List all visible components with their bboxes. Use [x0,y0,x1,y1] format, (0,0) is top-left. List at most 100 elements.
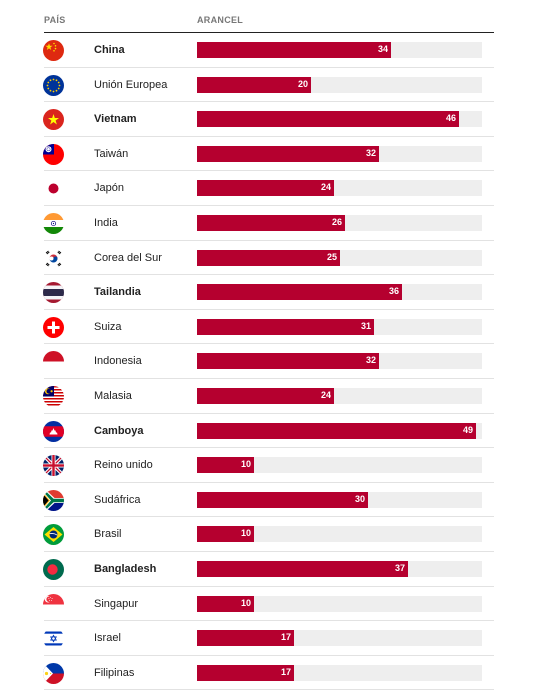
bar-value-label: 32 [365,147,376,158]
row-divider [44,550,494,552]
country-label: Indonesia [94,355,142,368]
table-row: Brasil 10 [0,517,541,552]
uk-flag-icon [43,455,64,477]
thailand-flag-icon [43,282,64,304]
chart-header: PAÍS ARANCEL [0,0,541,34]
bar-track: 17 [197,630,482,647]
bar-track: 32 [197,353,482,370]
bar-value-label: 30 [354,493,365,504]
row-divider [44,481,494,483]
row-divider [44,204,494,206]
table-row: Reino unido 10 [0,448,541,483]
tariff-bar: 17 [197,630,294,647]
table-row: Suiza 31 [0,310,541,345]
bar-track: 34 [197,42,482,58]
tariff-bar: 26 [197,214,345,231]
south-korea-flag-icon [43,247,64,269]
tariff-bar: 10 [197,595,254,612]
indonesia-flag-icon [43,351,64,373]
singapore-flag-icon [43,593,64,615]
tariff-bar: 31 [197,318,374,335]
country-label: Sudáfrica [94,493,141,506]
tariff-bar: 34 [197,42,391,58]
bar-value-label: 34 [377,44,388,54]
row-divider [44,101,494,103]
tariff-bar: 10 [197,526,254,543]
chart-rows: China 34 Unión Europea 20 Vietnam 46 Taiwán 32 J… [0,33,541,691]
bar-value-label: 10 [240,459,251,470]
row-divider [44,308,494,310]
country-label: Suiza [94,320,122,333]
country-label: China [94,44,125,56]
tariff-bar: 24 [197,387,334,404]
country-label: Filipinas [94,666,135,679]
table-row: Filipinas 17 [0,656,541,691]
country-label: Corea del Sur [94,251,162,264]
bar-value-label: 25 [326,251,337,262]
india-flag-icon [43,212,64,234]
cambodia-flag-icon [43,420,64,442]
bar-value-label: 20 [297,78,308,89]
tariff-bar: 17 [197,664,294,681]
bar-value-label: 36 [388,286,399,297]
table-row: Malasia 24 [0,379,541,414]
tariff-bar: 10 [197,457,254,474]
country-label: Bangladesh [94,562,157,575]
row-divider [44,66,494,68]
tariff-bar: 37 [197,560,408,577]
bar-track: 24 [197,180,482,197]
bar-value-label: 26 [331,216,342,227]
table-row: Camboya 49 [0,414,541,449]
row-divider [44,620,494,622]
row-divider [44,170,494,172]
row-divider [44,377,494,379]
tariff-bar: 49 [197,422,476,439]
table-row: Taiwán 32 [0,137,541,172]
brazil-flag-icon [43,524,64,546]
switzerland-flag-icon [43,316,64,338]
table-row: Israel 17 [0,621,541,656]
bar-value-label: 10 [240,528,251,539]
country-label: Israel [94,632,121,645]
country-label: Taiwán [94,147,129,160]
bar-track: 20 [197,76,482,93]
table-row: Singapur 10 [0,587,541,622]
malaysia-flag-icon [43,385,64,407]
bar-value-label: 17 [280,632,291,643]
tariff-bar: 24 [197,180,334,197]
israel-flag-icon [43,628,64,650]
country-label: Reino unido [94,459,153,472]
china-flag-icon [43,40,64,61]
tariff-bar: 32 [197,353,379,370]
table-row: Corea del Sur 25 [0,241,541,276]
row-divider [44,239,494,241]
table-row: China 34 [0,33,541,68]
row-divider [44,689,494,691]
row-divider [44,585,494,587]
bar-track: 10 [197,457,482,474]
japan-flag-icon [43,178,64,200]
bar-track: 10 [197,526,482,543]
bar-track: 36 [197,284,482,301]
row-divider [44,274,494,276]
bar-value-label: 31 [360,320,371,331]
table-row: Unión Europea 20 [0,68,541,103]
bar-track: 17 [197,664,482,681]
bar-track: 49 [197,422,482,439]
tariff-bar: 32 [197,145,379,162]
row-divider [44,412,494,414]
row-divider [44,654,494,656]
row-divider [44,447,494,449]
bar-value-label: 46 [445,113,456,124]
bar-track: 30 [197,491,482,508]
country-label: Singapur [94,597,139,610]
country-label: Vietnam [94,113,137,126]
table-row: Indonesia 32 [0,344,541,379]
row-divider [44,516,494,518]
column-header-country: PAÍS [44,15,66,25]
row-divider [44,135,494,137]
table-row: Sudáfrica 30 [0,483,541,518]
bar-track: 25 [197,249,482,266]
vietnam-flag-icon [43,109,64,131]
country-label: India [94,216,118,229]
